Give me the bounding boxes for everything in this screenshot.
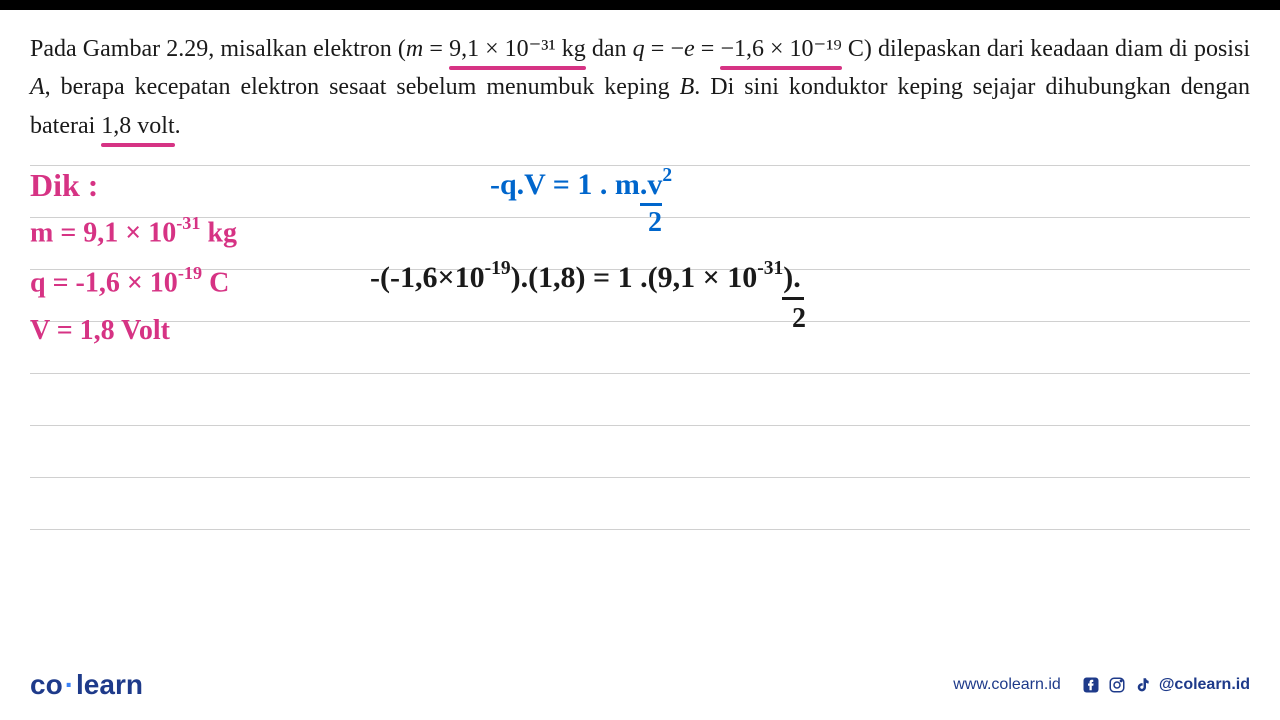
social-icons: @colearn.id (1081, 675, 1250, 695)
var-e: e (684, 36, 695, 62)
voltage-value: 1,8 volt (101, 107, 174, 145)
instagram-icon (1107, 675, 1127, 695)
text-segment: . (175, 113, 181, 139)
rule-line (30, 425, 1250, 477)
point-b: B (680, 74, 695, 100)
top-bar (0, 0, 1280, 10)
footer: co·learn www.colearn.id @colearn.id (0, 650, 1280, 720)
text-segment: Pada Gambar 2.29, misalkan elektron ( (30, 36, 406, 62)
text-segment: dan (586, 36, 633, 62)
given-voltage: V = 1,8 Volt (30, 315, 170, 347)
content-area: Pada Gambar 2.29, misalkan elektron (m =… (0, 10, 1280, 581)
rule-line (30, 529, 1250, 581)
footer-right: www.colearn.id @colearn.id (953, 675, 1250, 695)
ruled-work-area: Dik : m = 9,1 × 10-31 kg q = -1,6 × 10-1… (30, 165, 1250, 581)
fraction-denom: 2 (648, 207, 662, 239)
var-q: q (633, 36, 645, 62)
footer-url: www.colearn.id (953, 676, 1061, 694)
charge-value: −1,6 × 10⁻¹⁹ (720, 30, 841, 68)
social-handle: @colearn.id (1159, 676, 1250, 694)
text-segment: C) dilepaskan dari keadaan diam di posis… (842, 36, 1250, 62)
rule-line (30, 321, 1250, 373)
text-segment: , berapa kecepatan elektron sesaat sebel… (45, 74, 680, 100)
problem-statement: Pada Gambar 2.29, misalkan elektron (m =… (30, 30, 1250, 145)
text-segment: = (695, 36, 721, 62)
rule-line (30, 373, 1250, 425)
given-mass: m = 9,1 × 10-31 kg (30, 215, 237, 249)
text-segment: = − (645, 36, 684, 62)
substituted-equation: -(-1,6×10-19).(1,8) = 1 .(9,1 × 10-31). (370, 260, 801, 295)
fraction-bar (782, 297, 804, 300)
logo-learn: learn (76, 669, 143, 700)
var-m: m (406, 36, 423, 62)
energy-equation: -q.V = 1 . m.v2 (490, 167, 672, 202)
facebook-icon (1081, 675, 1101, 695)
point-a: A (30, 74, 45, 100)
rule-line (30, 477, 1250, 529)
brand-logo: co·learn (30, 669, 143, 701)
given-label: Dik : (30, 167, 98, 204)
tiktok-icon (1133, 675, 1153, 695)
fraction-bar (640, 203, 662, 206)
given-charge: q = -1,6 × 10-19 C (30, 265, 229, 299)
mass-value: 9,1 × 10⁻³¹ kg (449, 30, 586, 68)
text-segment: = (423, 36, 449, 62)
logo-co: co (30, 669, 63, 700)
logo-dot: · (65, 669, 74, 700)
fraction-denom: 2 (792, 303, 806, 335)
